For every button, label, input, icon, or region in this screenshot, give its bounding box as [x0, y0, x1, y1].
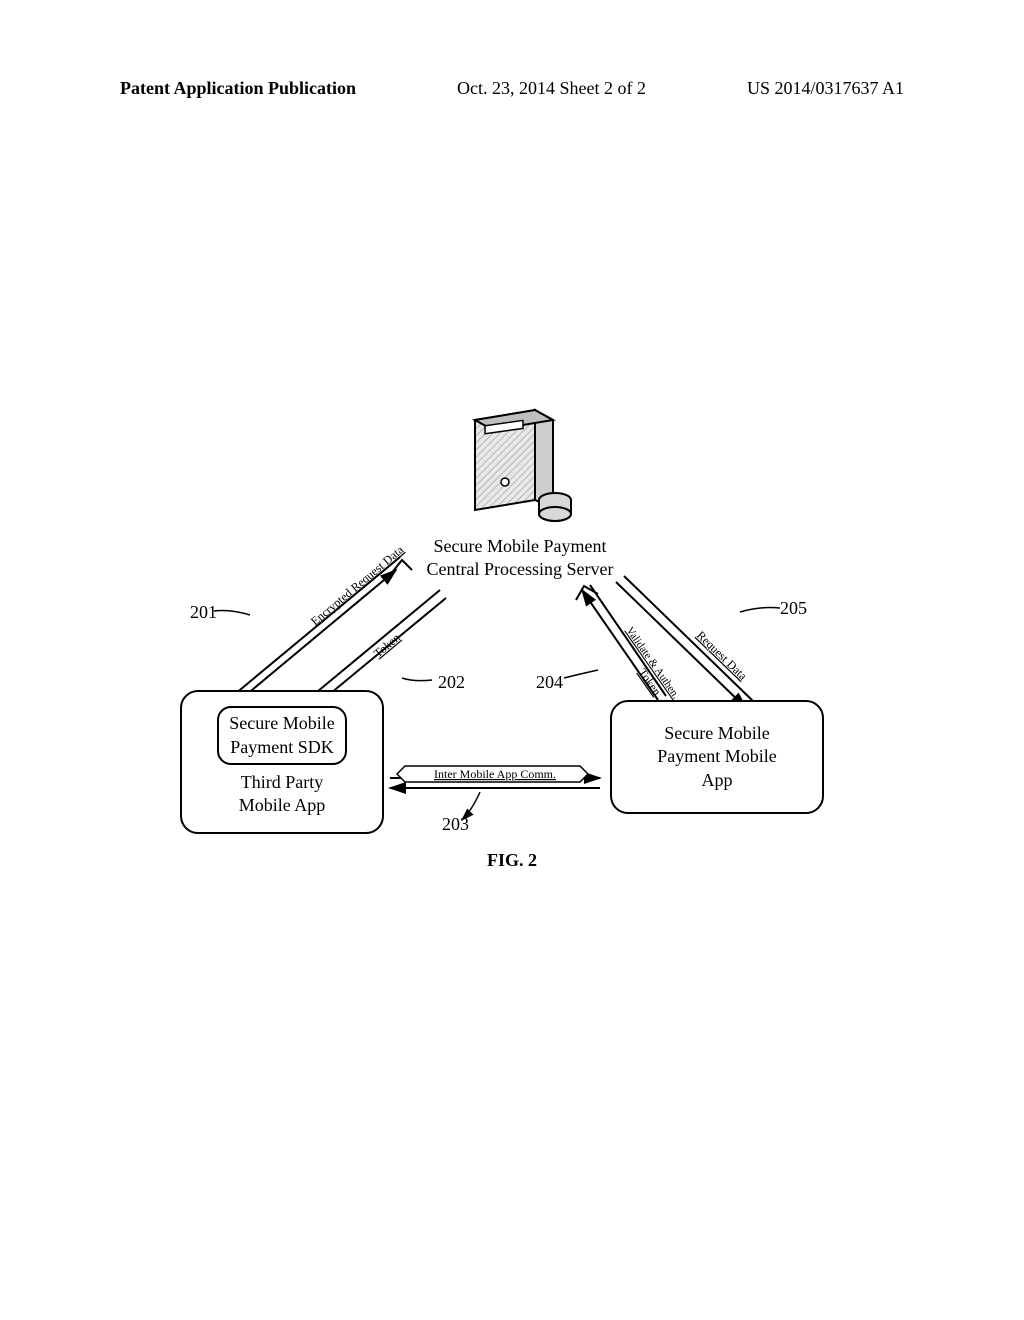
leader-201: [214, 611, 250, 616]
ref-204: 204: [536, 672, 563, 693]
figure-caption: FIG. 2: [180, 850, 844, 871]
leader-204: [564, 670, 598, 678]
arrow-205-label: Request Data: [694, 628, 750, 683]
page: Patent Application Publication Oct. 23, …: [0, 0, 1024, 1320]
right-line1: Secure Mobile: [664, 722, 769, 745]
right-line2: Payment Mobile: [657, 745, 777, 768]
arrow-201: Encrypted Request Data: [235, 542, 412, 700]
leader-205: [740, 608, 780, 613]
third-party-app-box: Secure Mobile Payment SDK Third Party Mo…: [180, 690, 384, 834]
third-party-line2: Mobile App: [239, 794, 326, 817]
arrow-203: Inter Mobile App Comm.: [390, 766, 600, 788]
right-line3: App: [702, 769, 733, 792]
arrow-203-label: Inter Mobile App Comm.: [434, 767, 556, 781]
payment-app-box: Secure Mobile Payment Mobile App: [610, 700, 824, 814]
header-center: Oct. 23, 2014 Sheet 2 of 2: [457, 78, 646, 99]
sdk-line2: Payment SDK: [229, 736, 334, 759]
sdk-inner-box: Secure Mobile Payment SDK: [217, 706, 346, 765]
sdk-line1: Secure Mobile: [229, 712, 334, 735]
third-party-line1: Third Party: [241, 771, 324, 794]
arrow-204: Validate & Authen. Token: [576, 585, 682, 701]
header-left: Patent Application Publication: [120, 78, 356, 99]
arrow-201-label: Encrypted Request Data: [308, 542, 407, 628]
leader-202: [402, 678, 432, 681]
ref-205: 205: [780, 598, 807, 619]
ref-201: 201: [190, 602, 217, 623]
page-header: Patent Application Publication Oct. 23, …: [0, 78, 1024, 99]
ref-202: 202: [438, 672, 465, 693]
ref-203: 203: [442, 814, 469, 835]
header-right: US 2014/0317637 A1: [747, 78, 904, 99]
figure-2: Secure Mobile Payment Central Processing…: [180, 390, 844, 860]
